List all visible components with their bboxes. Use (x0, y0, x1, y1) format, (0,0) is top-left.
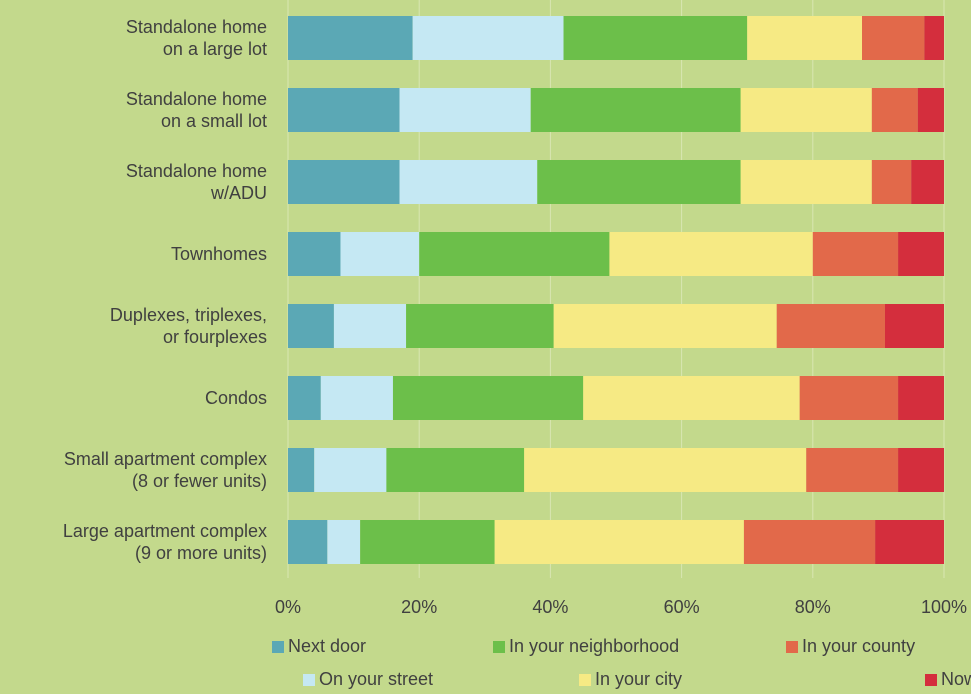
bar-segment (898, 376, 944, 420)
bar-segment (806, 448, 899, 492)
x-tick-label: 20% (401, 597, 437, 617)
x-tick-label: 40% (532, 597, 568, 617)
y-tick-label: Townhomes (170, 244, 267, 264)
bar-segment (288, 448, 315, 492)
x-tick-label: 100% (921, 597, 967, 617)
bar-segment (812, 232, 899, 276)
bar-segment (288, 232, 341, 276)
legend-swatch (493, 641, 505, 653)
bar-segment (875, 520, 944, 564)
bar-segment (553, 304, 777, 348)
legend-swatch (579, 674, 591, 686)
bar-segment (419, 232, 610, 276)
legend-label: In your city (595, 669, 682, 689)
bar-segment (288, 88, 400, 132)
legend-label: Next door (288, 636, 366, 656)
legend-label: Nowhere (941, 669, 971, 689)
bar-segment (494, 520, 744, 564)
bar-segment (288, 16, 413, 60)
bar-segment (898, 232, 944, 276)
bar-segment (740, 88, 872, 132)
legend-swatch (786, 641, 798, 653)
y-tick-label: Condos (204, 388, 267, 408)
bar-segment (392, 376, 584, 420)
bar-segment (898, 448, 944, 492)
legend-swatch (303, 674, 315, 686)
y-tick-label: Standalone home on a large lot (125, 17, 267, 59)
bar-segment (288, 376, 321, 420)
bar-segment (884, 304, 944, 348)
bar-segment (583, 376, 800, 420)
bar-segment (524, 448, 807, 492)
bar-segment (743, 520, 876, 564)
bar-segment (406, 304, 554, 348)
bar-segment (530, 88, 741, 132)
x-tick-label: 60% (664, 597, 700, 617)
bar-segment (412, 16, 564, 60)
bar-segment (288, 160, 400, 204)
bar-segment (399, 160, 538, 204)
legend-label: In your county (802, 636, 915, 656)
legend-swatch (272, 641, 284, 653)
bar-segment (776, 304, 885, 348)
bar-segment (327, 520, 361, 564)
legend-label: In your neighborhood (509, 636, 679, 656)
bar-segment (314, 448, 387, 492)
bar-segment (399, 88, 531, 132)
bar-segment (917, 88, 944, 132)
bar-segment (288, 520, 328, 564)
bar-segment (320, 376, 393, 420)
bar-segment (799, 376, 899, 420)
bar-segment (563, 16, 748, 60)
bar-segment (747, 16, 862, 60)
y-tick-label: Standalone home on a small lot (125, 89, 267, 131)
bar-segment (871, 160, 912, 204)
legend-label: On your street (319, 669, 433, 689)
y-tick-label: Small apartment complex (8 or fewer unit… (63, 449, 267, 491)
y-tick-label: Large apartment complex (9 or more units… (62, 521, 267, 563)
bar-segment (740, 160, 872, 204)
bar-segment (537, 160, 741, 204)
bar-segment (288, 304, 334, 348)
y-tick-label: Duplexes, triplexes, or fourplexes (109, 305, 267, 347)
y-tick-label: Standalone home w/ADU (125, 161, 267, 203)
bar-segment (333, 304, 407, 348)
bar-segment (924, 16, 944, 60)
bar-segment (911, 160, 944, 204)
legend-swatch (925, 674, 937, 686)
bar-segment (871, 88, 918, 132)
bar-segment (386, 448, 525, 492)
bar-segment (862, 16, 925, 60)
x-tick-label: 0% (275, 597, 301, 617)
bar-segment (609, 232, 813, 276)
x-tick-label: 80% (795, 597, 831, 617)
bar-segment (360, 520, 495, 564)
bar-segment (340, 232, 420, 276)
